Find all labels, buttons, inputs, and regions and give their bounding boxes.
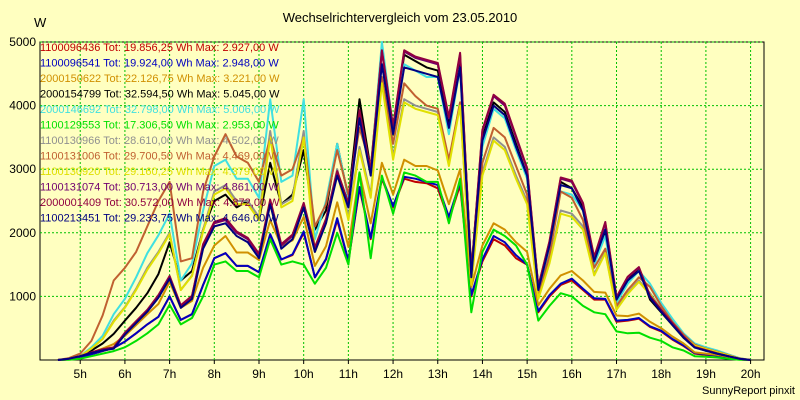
series-line-6: [57, 171, 751, 361]
x-tick-label: 9h: [252, 367, 265, 381]
legend-entry-2: 1100096541 Tot: 19.924,00 Wh Max: 2.948,…: [40, 58, 279, 70]
legend-entry-12: 1100213451 Tot: 29.233,75 Wh Max: 4.646,…: [40, 213, 279, 225]
x-tick-label: 7h: [163, 367, 176, 381]
x-tick-label: 5h: [74, 367, 87, 381]
x-tick-label: 16h: [562, 367, 582, 381]
series-line-8: [57, 76, 751, 361]
y-tick-label: 4000: [9, 99, 36, 113]
legend-entry-11: 2000001409 Tot: 30.572,00 Wh Max: 4.872,…: [40, 197, 280, 209]
y-axis: 1000 2000 3000 4000 5000: [9, 35, 36, 303]
series-line-2: [57, 175, 751, 361]
legend-entry-3: 2000150622 Tot: 22.126,75 Wh Max: 3.221,…: [40, 73, 280, 85]
legend-entry-7: 1100130966 Tot: 28.610,00 Wh Max: 4.502,…: [40, 135, 279, 147]
y-tick-label: 5000: [9, 35, 36, 49]
y-axis-unit: W: [34, 15, 47, 30]
x-tick-label: 15h: [517, 367, 537, 381]
x-tick-label: 11h: [339, 367, 358, 381]
footer-credit: SunnyReport pinxit: [702, 385, 795, 397]
legend-entry-10: 1100131074 Tot: 30.713,00 Wh Max: 4.861,…: [40, 182, 279, 194]
series-line-9: [57, 82, 751, 361]
chart-title: Wechselrichtervergleich vom 23.05.2010: [283, 10, 518, 25]
legend: 1100096436 Tot: 19.856,25 Wh Max: 2.927,…: [40, 42, 280, 225]
x-axis: 5h 6h 7h 8h 9h 10h 11h 12h 13h 14h 15h 16h 17h 18h 19h…: [74, 360, 761, 381]
y-tick-label: 1000: [9, 289, 36, 303]
x-tick-label: 8h: [208, 367, 221, 381]
series-line-12: [57, 63, 751, 361]
x-tick-label: 14h: [472, 367, 492, 381]
legend-entry-8: 1100131006 Tot: 29.700,50 Wh Max: 4.469,…: [40, 151, 279, 163]
x-tick-label: 20h: [741, 367, 761, 381]
x-tick-label: 17h: [607, 367, 627, 381]
legend-entry-4: 2000154799 Tot: 32.594,50 Wh Max: 5.045,…: [40, 89, 280, 101]
series-lines: [57, 41, 751, 361]
x-tick-label: 10h: [294, 367, 314, 381]
legend-entry-9: 1100130920 Tot: 29.160,25 Wh Max: 4.379,…: [40, 166, 279, 178]
y-tick-label: 2000: [9, 226, 36, 240]
y-tick-label: 3000: [9, 162, 36, 176]
x-tick-label: 13h: [428, 367, 448, 381]
x-tick-label: 6h: [118, 367, 131, 381]
legend-entry-6: 1100129553 Tot: 17.306,50 Wh Max: 2.953,…: [40, 120, 279, 132]
legend-entry-1: 1100096436 Tot: 19.856,25 Wh Max: 2.927,…: [40, 42, 279, 54]
x-tick-label: 19h: [696, 367, 716, 381]
x-tick-label: 18h: [651, 367, 671, 381]
legend-entry-5: 2000146692 Tot: 32.798,00 Wh Max: 5.006,…: [40, 104, 280, 116]
x-tick-label: 12h: [383, 367, 403, 381]
